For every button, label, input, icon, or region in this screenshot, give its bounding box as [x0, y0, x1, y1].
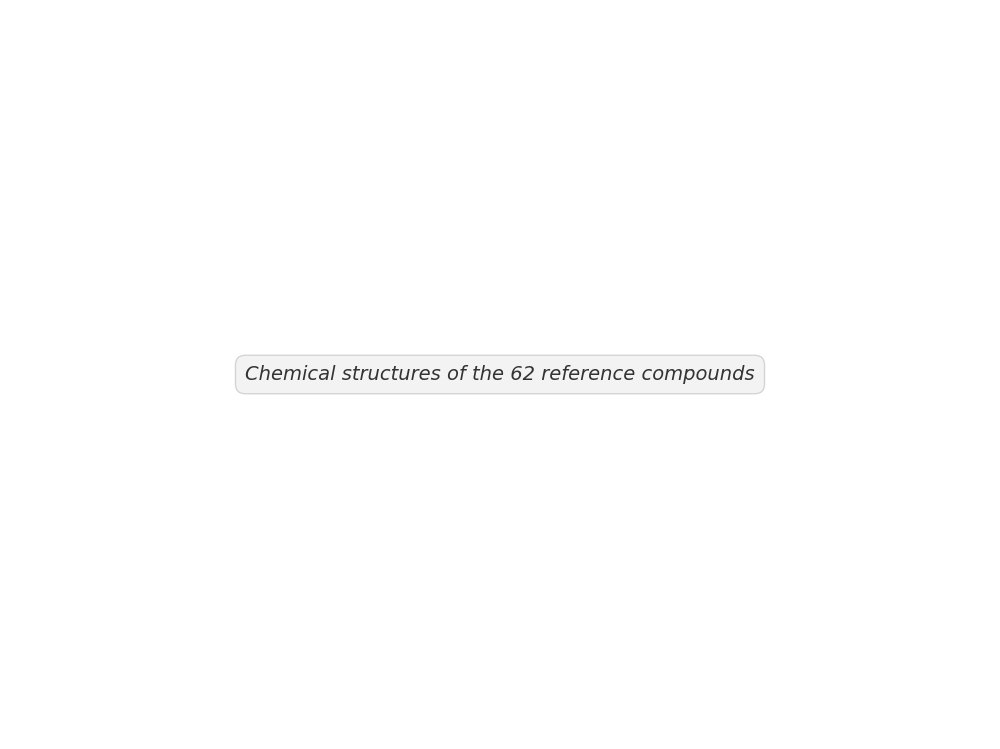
Text: Chemical structures of the 62 reference compounds: Chemical structures of the 62 reference … [245, 365, 755, 384]
